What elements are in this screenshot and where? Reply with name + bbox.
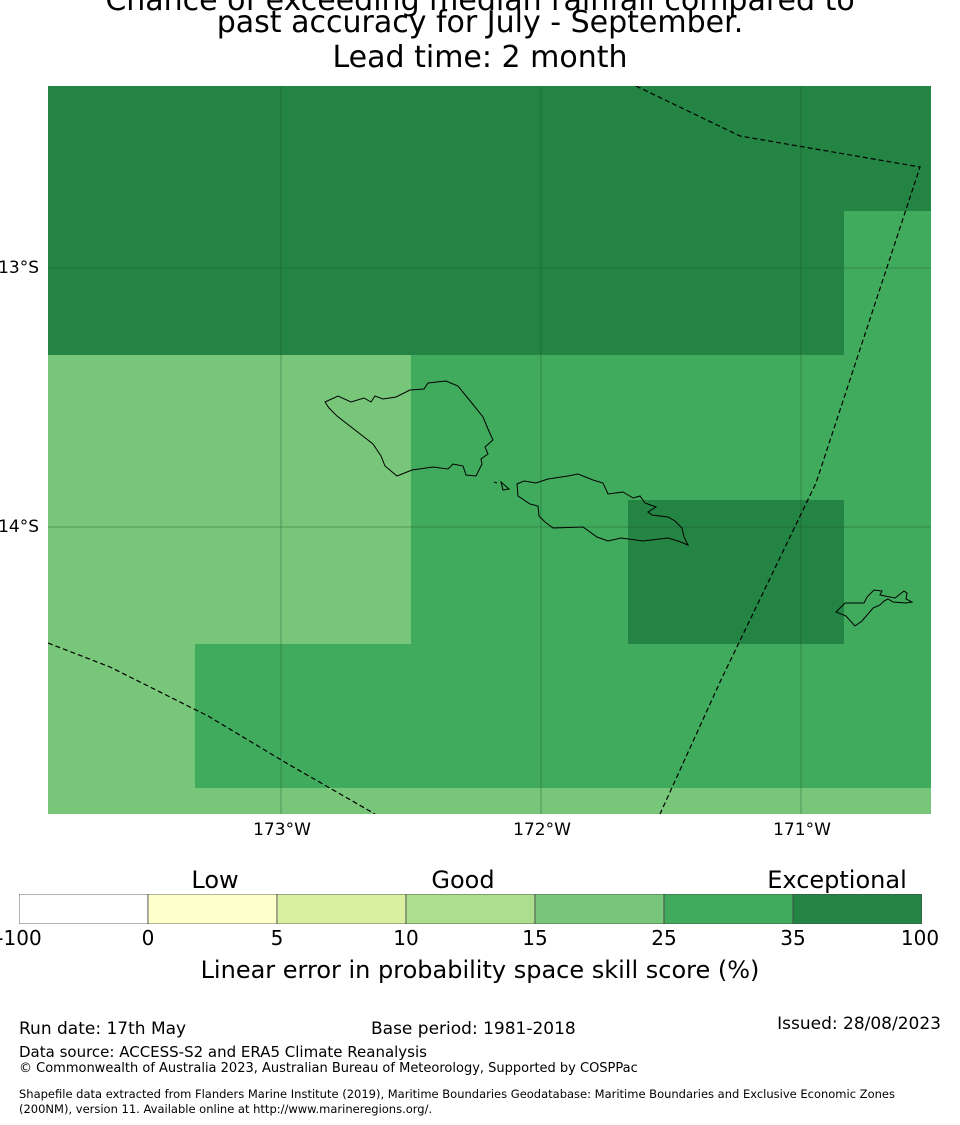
colorbar-swatch — [276, 894, 407, 924]
colorbar-swatch — [19, 894, 149, 924]
title-line-2: past accuracy for July - September. — [216, 5, 744, 40]
lat-label-14s: 14°S — [0, 517, 39, 537]
skill-cell — [844, 211, 931, 355]
colorbar-tick: 15 — [522, 926, 548, 950]
shapefile-credit-line-1: Shapefile data extracted from Flanders M… — [19, 1087, 895, 1101]
colorbar-tick: 0 — [141, 926, 155, 950]
colorbar — [19, 894, 922, 924]
island-tutuila — [835, 589, 914, 627]
colorbar-category-exceptional: Exceptional — [767, 866, 907, 894]
colorbar-tick: 100 — [900, 926, 940, 950]
copyright: © Commonwealth of Australia 2023, Austra… — [19, 1061, 638, 1076]
issued-date: Issued: 28/08/2023 — [777, 1014, 941, 1034]
shapefile-credit-line-2: (200NM), version 11. Available online at… — [19, 1102, 433, 1116]
graticule — [48, 86, 931, 814]
title-line-3: Lead time: 2 month — [332, 40, 628, 75]
colorbar-label: Linear error in probability space skill … — [200, 956, 760, 984]
colorbar-tick: 25 — [651, 926, 677, 950]
colorbar-swatch — [792, 894, 922, 924]
colorbar-tick: 5 — [270, 926, 284, 950]
colorbar-category-good: Good — [431, 866, 495, 894]
islet-apolima — [493, 481, 498, 484]
lat-label-13s: 13°S — [0, 258, 39, 278]
lon-label-173w: 173°W — [253, 820, 311, 840]
skill-map — [48, 86, 931, 814]
colorbar-tick: 10 — [393, 926, 419, 950]
skill-cell — [195, 644, 931, 788]
title-line-1: Chance of exceeding median rainfall comp… — [105, 0, 855, 18]
skill-cell — [48, 86, 931, 355]
eez-boundary — [48, 86, 921, 814]
data-source: Data source: ACCESS-S2 and ERA5 Climate … — [19, 1043, 427, 1061]
colorbar-tick: 35 — [780, 926, 806, 950]
colorbar-swatch — [663, 894, 794, 924]
island-savaii — [324, 380, 494, 477]
islands — [324, 380, 914, 627]
island-upolu — [516, 473, 690, 546]
islet-manono — [500, 480, 511, 491]
colorbar-tick: -100 — [0, 926, 42, 950]
base-period: Base period: 1981-2018 — [371, 1019, 576, 1039]
skill-cell — [628, 500, 844, 644]
lon-label-171w: 171°W — [773, 820, 831, 840]
colorbar-swatch — [405, 894, 536, 924]
run-date: Run date: 17th May — [19, 1019, 187, 1039]
colorbar-category-low: Low — [191, 866, 239, 894]
lon-label-172w: 172°W — [513, 820, 571, 840]
colorbar-swatch — [147, 894, 278, 924]
colorbar-swatch — [534, 894, 665, 924]
